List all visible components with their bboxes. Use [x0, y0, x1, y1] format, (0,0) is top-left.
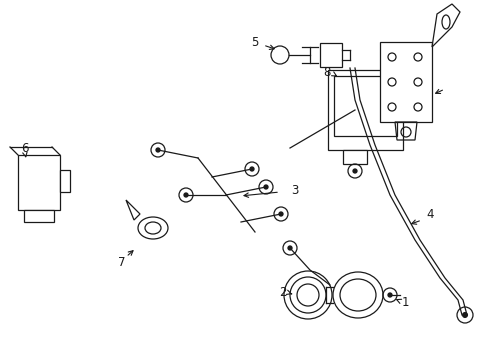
Bar — [18, 155, 60, 210]
Circle shape — [387, 292, 392, 298]
Text: 6: 6 — [21, 141, 29, 154]
Circle shape — [155, 147, 161, 153]
Bar — [343, 150, 367, 164]
Bar — [334, 76, 397, 136]
Circle shape — [183, 192, 189, 198]
Circle shape — [462, 312, 468, 318]
Bar — [320, 43, 342, 67]
Bar — [380, 42, 432, 122]
Text: 3: 3 — [292, 184, 299, 197]
Text: 2: 2 — [279, 285, 287, 298]
Text: 7: 7 — [118, 256, 126, 269]
Text: 4: 4 — [426, 208, 434, 221]
Bar — [60, 170, 70, 192]
Bar — [328, 70, 403, 150]
Circle shape — [249, 166, 255, 172]
Circle shape — [287, 246, 293, 251]
Bar — [24, 210, 54, 222]
Text: 8: 8 — [323, 66, 331, 78]
Text: 1: 1 — [401, 297, 409, 310]
Text: 5: 5 — [251, 36, 259, 49]
Circle shape — [278, 211, 284, 217]
Circle shape — [352, 168, 358, 174]
Circle shape — [263, 184, 269, 190]
